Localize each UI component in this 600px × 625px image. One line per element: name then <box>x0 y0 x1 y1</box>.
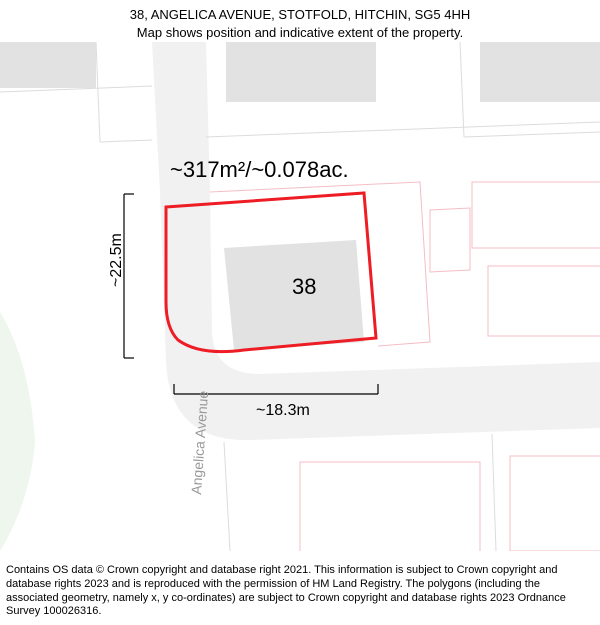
plot-line <box>206 122 600 137</box>
map-area: ~317m²/~0.078ac. ~22.5m ~18.3m 38 Angeli… <box>0 42 600 551</box>
plot-line <box>460 42 464 137</box>
green-area <box>0 312 35 551</box>
bg-building-outline <box>300 462 480 551</box>
address-line: 38, ANGELICA AVENUE, STOTFOLD, HITCHIN, … <box>10 6 590 24</box>
plot-line <box>96 42 100 142</box>
bg-building <box>480 42 600 102</box>
subtitle-line: Map shows position and indicative extent… <box>10 24 590 42</box>
plot-line <box>492 434 496 551</box>
bg-building-outline <box>510 456 600 551</box>
bg-building <box>0 42 96 88</box>
bg-building-outline <box>488 266 600 336</box>
plot-line <box>224 442 230 551</box>
house-number: 38 <box>292 274 316 300</box>
height-label: ~22.5m <box>108 233 126 287</box>
bg-building <box>226 42 376 102</box>
plot-line <box>100 140 152 142</box>
header: 38, ANGELICA AVENUE, STOTFOLD, HITCHIN, … <box>0 0 600 45</box>
footer-copyright: Contains OS data © Crown copyright and d… <box>0 560 600 625</box>
area-label: ~317m²/~0.078ac. <box>170 157 349 183</box>
width-label: ~18.3m <box>256 402 310 420</box>
bg-building-outline <box>430 208 470 272</box>
plot-line <box>464 132 600 137</box>
bg-building-outline <box>472 182 600 248</box>
